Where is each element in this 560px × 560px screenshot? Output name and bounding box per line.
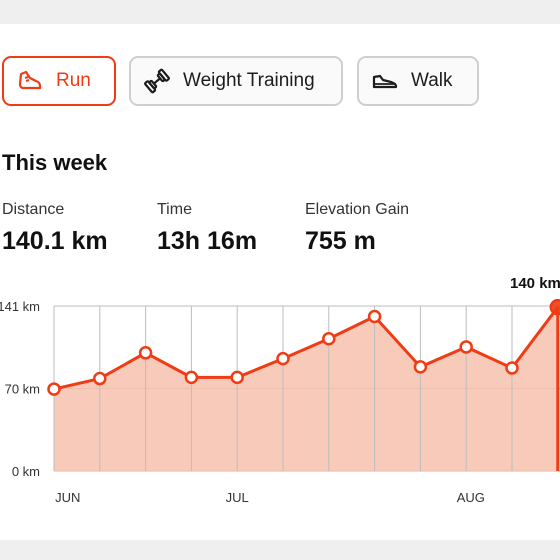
time-value: 13h 16m — [157, 227, 258, 255]
time-label: Time — [157, 201, 192, 218]
distance-value: 140.1 km — [2, 227, 108, 255]
section-title: This week — [2, 150, 108, 175]
x-tick-label: JUL — [226, 490, 249, 505]
tab-weight-training[interactable]: Weight Training — [129, 56, 343, 106]
data-point — [505, 361, 519, 375]
x-tick-label: AUG — [457, 490, 485, 505]
data-point — [413, 360, 428, 374]
y-tick-label: 141 km — [0, 299, 40, 314]
data-point — [276, 351, 290, 366]
data-point — [93, 371, 107, 386]
series-area — [54, 307, 558, 471]
sneaker-icon — [371, 68, 399, 94]
data-point — [230, 370, 244, 385]
data-point — [367, 309, 382, 324]
activity-tabs: Run Weight Training Walk — [0, 56, 560, 108]
highlight-value-label: 140 km — [510, 275, 560, 292]
weekly-distance-chart: 0 km 70 km 141 km JUN JUL AUG 140 km — [0, 275, 560, 505]
tab-weight-training-label: Weight Training — [183, 70, 315, 91]
elevation-value: 755 m — [305, 227, 376, 255]
tab-run[interactable]: Run — [2, 56, 116, 106]
data-point — [138, 346, 153, 360]
data-point — [47, 382, 61, 396]
data-point — [184, 370, 199, 385]
series-line — [53, 306, 559, 391]
shoe-icon — [16, 68, 44, 94]
y-tick-label: 0 km — [12, 464, 40, 479]
data-point — [322, 332, 336, 346]
data-point — [549, 298, 560, 316]
elevation-label: Elevation Gain — [305, 201, 410, 218]
dumbbell-icon — [143, 68, 171, 94]
tab-walk[interactable]: Walk — [357, 56, 479, 106]
y-tick-label: 70 km — [5, 382, 40, 397]
data-point — [459, 340, 473, 354]
x-tick-label: JUN — [55, 490, 80, 505]
distance-label: Distance — [2, 201, 65, 218]
tab-run-label: Run — [56, 70, 91, 91]
tab-walk-label: Walk — [411, 70, 453, 91]
